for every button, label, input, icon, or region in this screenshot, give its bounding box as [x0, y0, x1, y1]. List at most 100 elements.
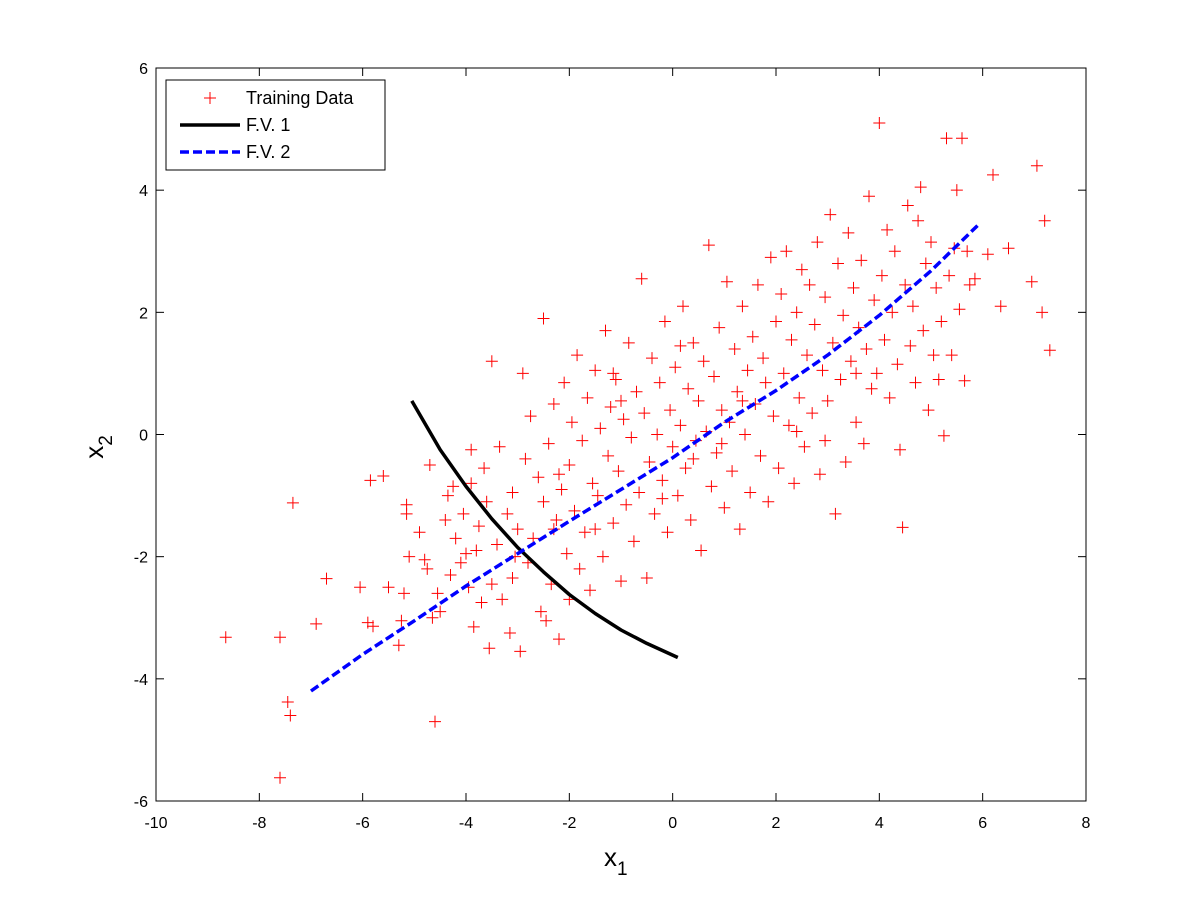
- data-point-47: [491, 538, 503, 551]
- data-point-41: [475, 596, 488, 609]
- x-tick-label-2: -6: [356, 815, 370, 832]
- data-point-130: [705, 480, 718, 493]
- legend-item-fv1: F.V. 1: [180, 115, 290, 135]
- data-point-14: [392, 639, 405, 652]
- data-point-158: [777, 367, 790, 380]
- x-tick-label-1: -8: [252, 815, 266, 832]
- data-point-145: [744, 486, 757, 499]
- x-axis-label-subscript: 1: [617, 859, 628, 880]
- data-point-123: [687, 336, 700, 349]
- data-point-195: [873, 116, 886, 129]
- legend-label-fv2: F.V. 2: [246, 142, 290, 162]
- data-point-206: [901, 199, 914, 212]
- data-point-75: [563, 459, 576, 472]
- y-tick-label-1: -4: [134, 672, 148, 689]
- data-point-19: [403, 550, 416, 563]
- data-point-196: [875, 269, 888, 282]
- data-point-244: [736, 394, 749, 407]
- data-point-232: [981, 248, 994, 261]
- data-point-169: [806, 407, 819, 420]
- data-point-45: [485, 578, 498, 591]
- data-point-42: [478, 462, 491, 475]
- data-point-79: [573, 562, 586, 575]
- data-point-46: [485, 355, 498, 368]
- data-point-143: [739, 428, 751, 441]
- data-point-1: [274, 631, 286, 644]
- data-point-218: [932, 373, 945, 386]
- data-point-94: [612, 465, 625, 478]
- data-point-27: [434, 605, 447, 618]
- data-point-198: [881, 223, 894, 236]
- data-point-161: [785, 333, 798, 346]
- data-point-132: [710, 446, 723, 459]
- data-point-236: [1025, 275, 1038, 288]
- data-point-251: [674, 339, 687, 352]
- data-point-21: [418, 553, 431, 566]
- data-point-33: [454, 556, 467, 569]
- data-point-210: [912, 214, 925, 227]
- line-f-v-2: [309, 224, 979, 693]
- data-point-25: [429, 715, 441, 728]
- data-point-131: [708, 370, 720, 383]
- y-tick-label-2: -2: [134, 550, 148, 567]
- data-point-13: [382, 581, 395, 594]
- data-point-65: [540, 614, 553, 627]
- data-point-157: [775, 288, 788, 301]
- data-point-5: [286, 496, 299, 509]
- y-tick-label-5: 4: [139, 183, 148, 200]
- data-point-37: [465, 477, 478, 490]
- data-point-194: [870, 367, 883, 380]
- data-point-227: [956, 132, 968, 145]
- data-point-119: [677, 300, 689, 313]
- data-point-139: [728, 342, 741, 355]
- data-point-30: [444, 568, 457, 581]
- data-point-108: [648, 507, 661, 520]
- legend-label-training-data: Training Data: [246, 88, 354, 108]
- data-point-78: [571, 349, 584, 362]
- data-point-112: [658, 315, 671, 328]
- data-point-178: [829, 507, 842, 520]
- data-point-20: [413, 526, 426, 539]
- data-point-101: [630, 385, 643, 398]
- data-point-215: [925, 236, 937, 249]
- data-point-64: [537, 495, 550, 508]
- data-point-193: [868, 294, 881, 307]
- y-axis-label: x2: [79, 435, 117, 459]
- data-point-150: [757, 352, 770, 365]
- data-point-185: [847, 281, 860, 294]
- data-point-176: [824, 208, 837, 221]
- data-point-93: [609, 373, 622, 386]
- data-point-2: [274, 771, 286, 784]
- data-point-217: [930, 281, 943, 294]
- data-point-179: [832, 257, 844, 270]
- data-point-154: [767, 410, 780, 423]
- data-point-68: [547, 397, 560, 410]
- data-point-204: [896, 521, 909, 534]
- data-point-171: [811, 236, 824, 249]
- data-point-84: [586, 477, 599, 490]
- data-point-62: [534, 605, 547, 618]
- data-point-230: [963, 278, 976, 291]
- data-point-237: [1030, 159, 1043, 172]
- data-point-180: [834, 373, 847, 386]
- legend-item-fv2: F.V. 2: [180, 142, 290, 162]
- x-tick-label-8: 6: [978, 815, 987, 832]
- data-point-170: [808, 318, 821, 331]
- data-point-233: [987, 168, 999, 181]
- data-point-186: [850, 416, 863, 429]
- series-0: [219, 116, 1056, 784]
- data-point-212: [917, 324, 930, 337]
- data-point-96: [617, 413, 630, 426]
- data-point-148: [751, 278, 764, 291]
- data-point-114: [664, 404, 677, 417]
- data-point-208: [906, 300, 919, 313]
- plot-area: [155, 67, 1087, 802]
- data-point-100: [627, 535, 640, 548]
- legend-item-training-data: Training Data: [204, 88, 354, 108]
- data-point-0: [219, 631, 232, 644]
- data-point-6: [310, 617, 323, 630]
- data-point-223: [945, 349, 958, 362]
- data-point-16: [398, 587, 410, 600]
- data-point-183: [842, 226, 855, 239]
